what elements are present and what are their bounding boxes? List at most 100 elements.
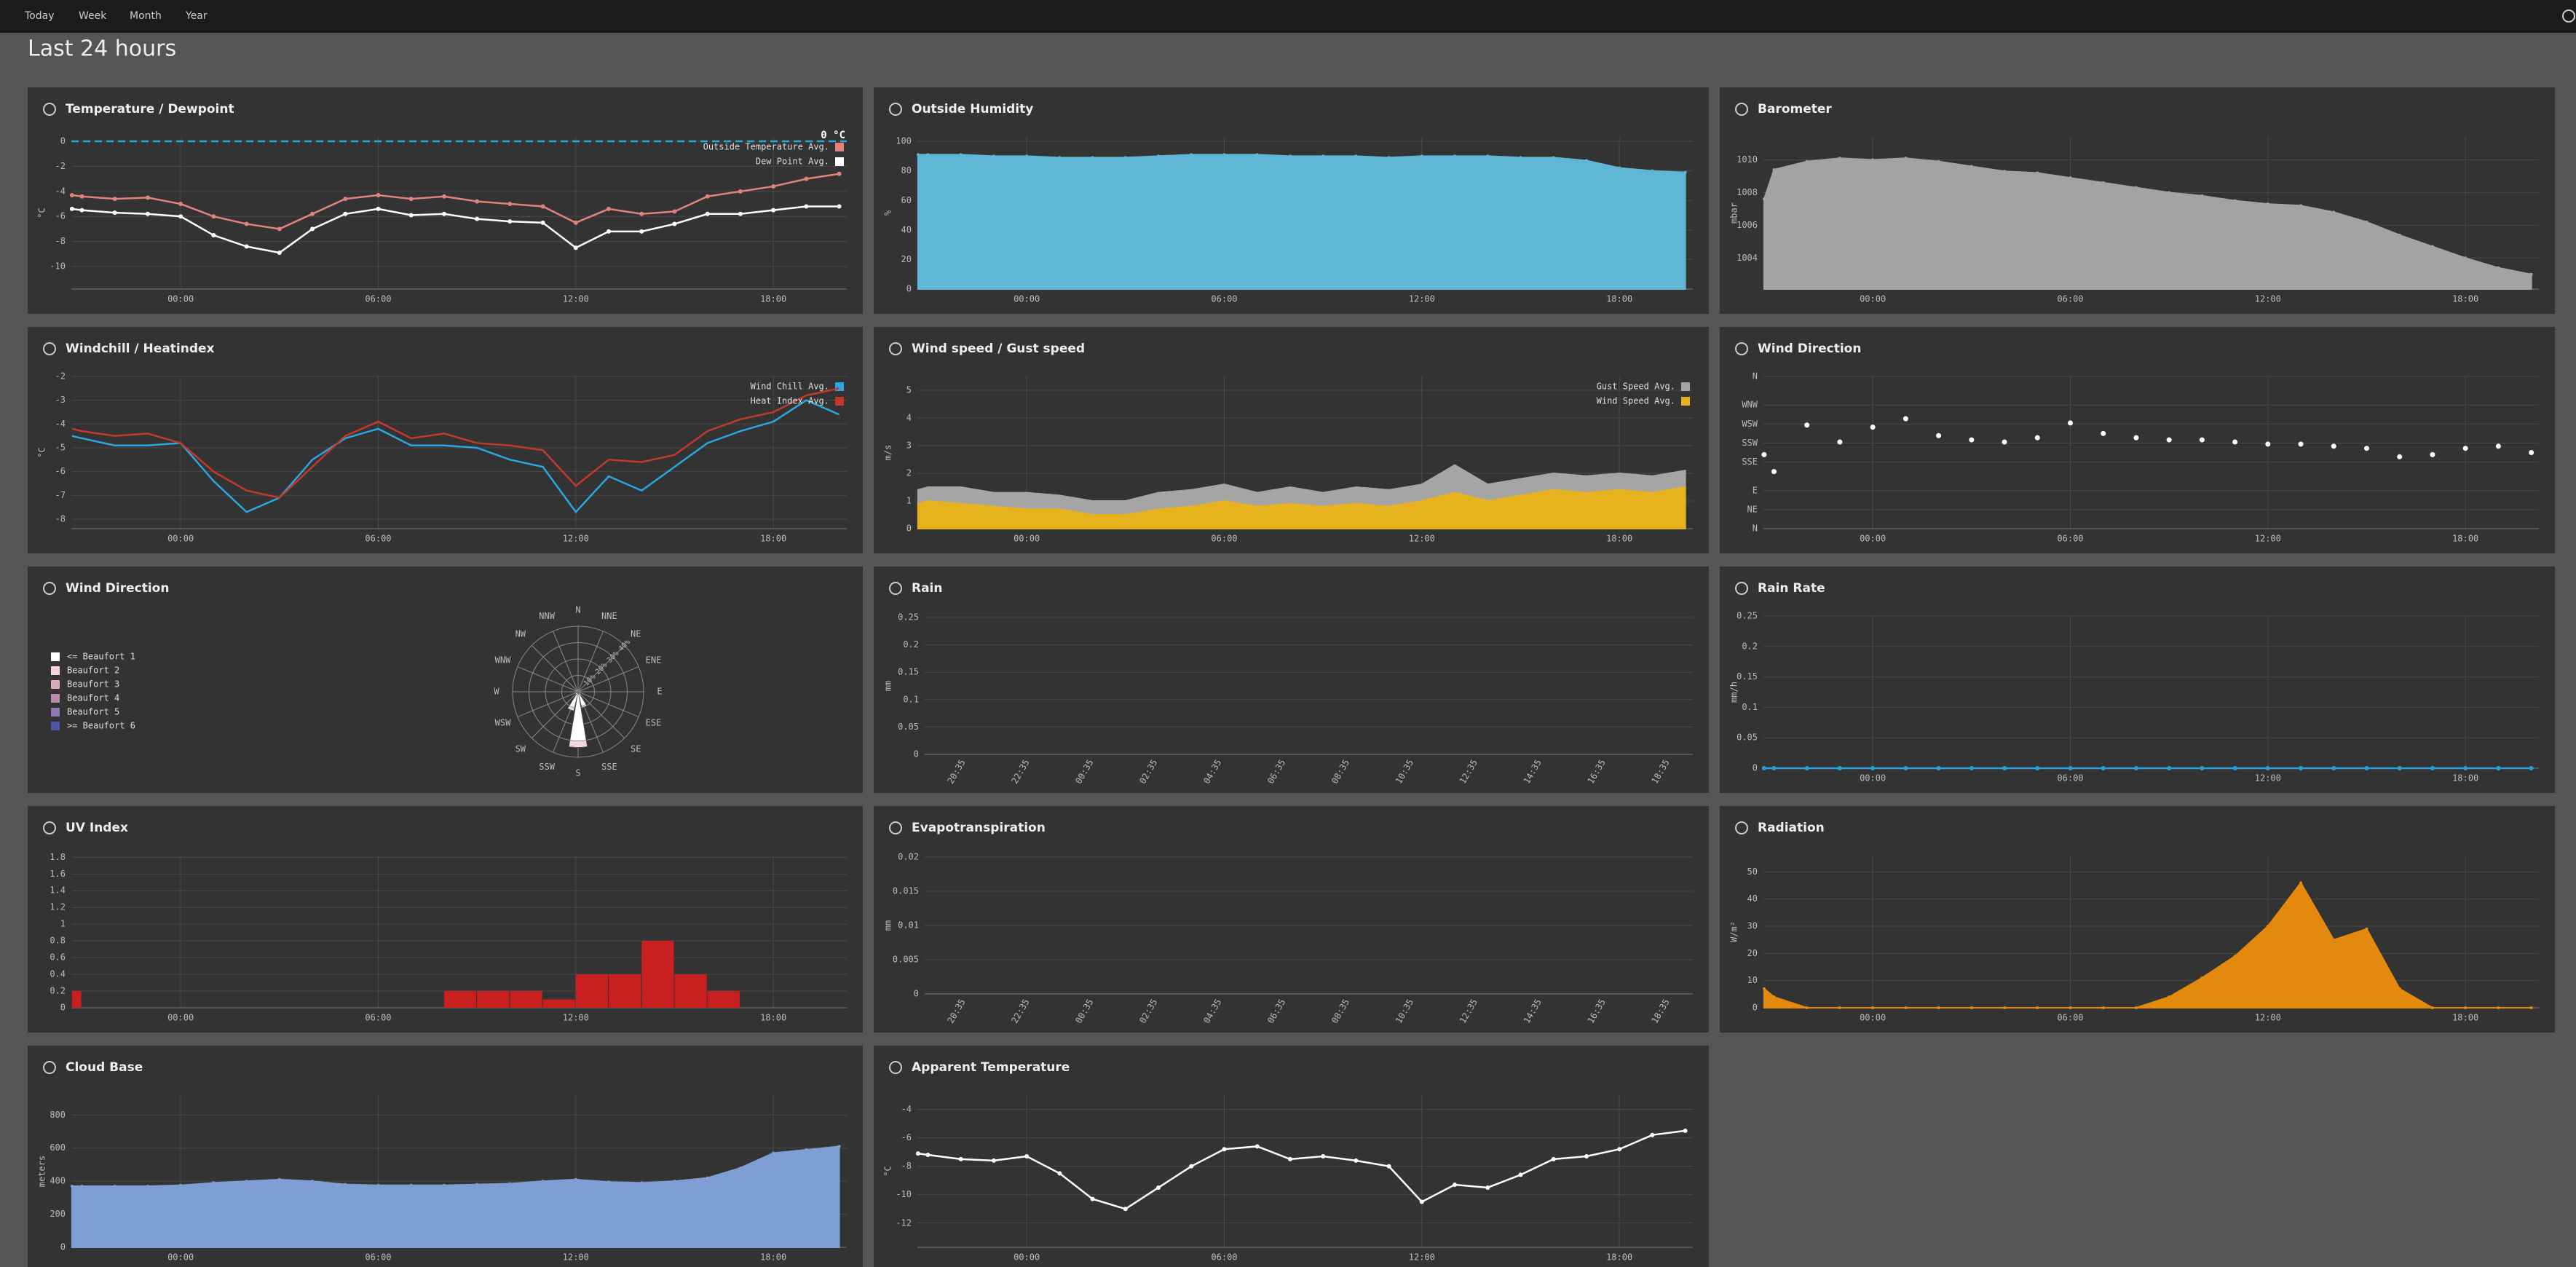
marker xyxy=(1683,1128,1688,1133)
marker xyxy=(2364,766,2369,770)
y-tick-label: 20 xyxy=(1747,948,1758,958)
marker xyxy=(1222,153,1226,157)
marker xyxy=(408,197,414,202)
marker xyxy=(1057,1171,1062,1176)
panel-icon xyxy=(43,103,56,116)
legend-swatch xyxy=(835,157,844,166)
marker xyxy=(1771,469,1777,475)
nav-bar xyxy=(0,0,2576,33)
marker xyxy=(771,208,776,213)
marker xyxy=(2200,194,2204,197)
marker xyxy=(507,219,513,224)
direction-label: NNW xyxy=(539,611,555,621)
spoke xyxy=(577,631,604,692)
marker xyxy=(178,202,183,207)
panel-title: Rain xyxy=(912,581,943,596)
bar xyxy=(443,991,477,1008)
y-tick-label: SSE xyxy=(1742,457,1758,467)
y-tick-label: 400 xyxy=(50,1176,66,1186)
marker xyxy=(2035,766,2040,770)
x-tick-label: 12:00 xyxy=(2255,534,2281,544)
rose-wedge xyxy=(569,746,588,748)
marker xyxy=(442,1183,446,1187)
y-tick-label: 0 xyxy=(1753,763,1758,773)
settings-icon[interactable] xyxy=(2562,9,2575,23)
legend-label: Gust Speed Avg. xyxy=(1597,382,1675,392)
marker xyxy=(2168,995,2171,999)
marker xyxy=(2497,1006,2500,1009)
panel-icon xyxy=(889,1061,902,1074)
marker xyxy=(79,194,84,199)
marker xyxy=(2464,256,2468,260)
marker xyxy=(640,1181,644,1185)
marker xyxy=(2265,441,2271,447)
panel xyxy=(874,806,1709,1033)
marker xyxy=(2299,766,2304,770)
marker xyxy=(958,1156,963,1161)
x-tick-label: 06:00 xyxy=(1211,534,1237,544)
y-axis-label: m/s xyxy=(883,445,893,461)
marker xyxy=(1024,1153,1030,1159)
marker xyxy=(2002,439,2007,445)
y-tick-label: 0.01 xyxy=(898,920,919,931)
marker xyxy=(277,1177,281,1181)
y-tick-label: WNW xyxy=(1742,400,1758,410)
spoke xyxy=(577,691,625,738)
x-tick-label: 00:00 xyxy=(1860,1013,1886,1023)
nav-year[interactable]: Year xyxy=(185,10,208,22)
nav-month[interactable]: Month xyxy=(130,10,162,22)
panel xyxy=(874,567,1709,793)
marker xyxy=(1584,159,1588,162)
marker xyxy=(2067,420,2073,426)
y-tick-label: -5 xyxy=(55,442,66,452)
marker xyxy=(69,192,74,197)
marker xyxy=(343,211,348,216)
direction-label: NE xyxy=(631,628,641,639)
marker xyxy=(376,1183,380,1187)
y-tick-label: 0 xyxy=(914,749,919,759)
y-tick-label: 1.4 xyxy=(50,885,66,896)
legend-swatch xyxy=(51,652,60,661)
y-tick-label: 1 xyxy=(60,919,66,929)
marker xyxy=(2332,210,2336,214)
y-tick-label: 5 xyxy=(906,385,912,395)
marker xyxy=(441,194,446,199)
spoke xyxy=(553,631,579,692)
marker xyxy=(1651,169,1654,173)
direction-label: SSW xyxy=(539,762,555,772)
panel xyxy=(874,1046,1709,1267)
marker xyxy=(915,1151,920,1156)
marker xyxy=(2069,176,2072,180)
y-tick-label: 0.25 xyxy=(1737,611,1758,621)
y-tick-label: SSW xyxy=(1742,438,1758,448)
marker xyxy=(409,1183,413,1187)
marker xyxy=(2069,1006,2072,1009)
legend-swatch xyxy=(835,143,844,151)
marker xyxy=(837,171,842,176)
panel-title: Wind Direction xyxy=(1758,342,1861,356)
x-tick-label: 06:00 xyxy=(365,534,391,544)
nav-week[interactable]: Week xyxy=(79,10,107,22)
x-tick-label: 06:00 xyxy=(365,1252,391,1263)
x-tick-label: 00:00 xyxy=(167,294,194,304)
marker xyxy=(475,1183,479,1186)
marker xyxy=(540,220,545,225)
marker xyxy=(2332,938,2336,942)
y-tick-label: -6 xyxy=(901,1132,912,1142)
legend-swatch xyxy=(51,680,60,689)
marker xyxy=(1519,156,1522,159)
marker xyxy=(639,211,644,216)
marker xyxy=(1683,170,1687,174)
x-tick-label: 18:00 xyxy=(1606,294,1632,304)
legend-swatch xyxy=(51,666,60,675)
y-tick-label: 0.2 xyxy=(903,639,919,650)
x-tick-label: 00:00 xyxy=(167,1252,194,1263)
marker xyxy=(1123,156,1127,159)
marker xyxy=(2430,245,2434,248)
marker xyxy=(2363,446,2369,451)
marker xyxy=(2034,435,2040,441)
marker xyxy=(1156,1185,1161,1190)
x-tick-label: 06:00 xyxy=(1211,1252,1237,1263)
marker xyxy=(1386,1164,1391,1169)
nav-today[interactable]: Today xyxy=(24,10,55,22)
